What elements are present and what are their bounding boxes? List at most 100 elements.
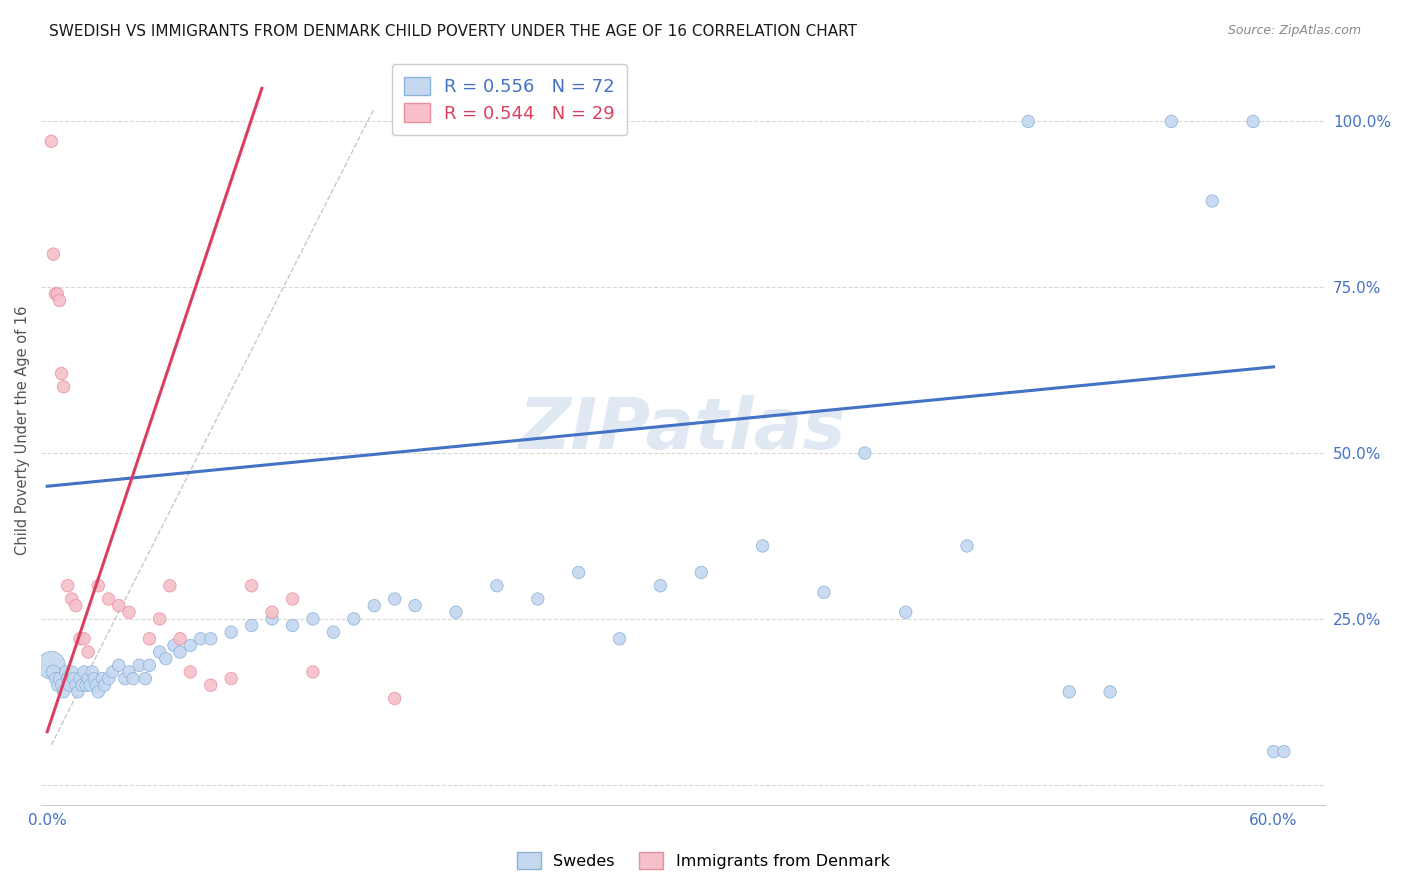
Point — [363, 599, 385, 613]
Point — [219, 672, 242, 686]
Point — [1017, 114, 1039, 128]
Point — [69, 632, 91, 646]
Point — [322, 625, 344, 640]
Point — [159, 579, 181, 593]
Point — [56, 672, 79, 686]
Point — [485, 579, 508, 593]
Point — [138, 632, 160, 646]
Point — [59, 678, 82, 692]
Point — [79, 678, 101, 692]
Point — [169, 632, 191, 646]
Point — [73, 632, 96, 646]
Text: SWEDISH VS IMMIGRANTS FROM DENMARK CHILD POVERTY UNDER THE AGE OF 16 CORRELATION: SWEDISH VS IMMIGRANTS FROM DENMARK CHILD… — [49, 24, 858, 39]
Point — [114, 672, 136, 686]
Point — [97, 672, 120, 686]
Point — [51, 678, 73, 692]
Point — [42, 665, 65, 679]
Point — [200, 632, 222, 646]
Point — [69, 672, 91, 686]
Point — [75, 678, 97, 692]
Point — [262, 605, 284, 619]
Point — [240, 579, 263, 593]
Point — [65, 599, 87, 613]
Point — [118, 665, 141, 679]
Point — [179, 665, 201, 679]
Point — [44, 286, 66, 301]
Point — [404, 599, 426, 613]
Point — [55, 665, 77, 679]
Y-axis label: Child Poverty Under the Age of 16: Child Poverty Under the Age of 16 — [15, 305, 30, 555]
Point — [384, 691, 406, 706]
Point — [169, 645, 191, 659]
Point — [219, 625, 242, 640]
Point — [853, 446, 876, 460]
Point — [101, 665, 124, 679]
Point — [568, 566, 591, 580]
Point — [609, 632, 631, 646]
Point — [60, 665, 83, 679]
Point — [73, 665, 96, 679]
Point — [1263, 745, 1285, 759]
Point — [107, 658, 129, 673]
Point — [41, 134, 63, 148]
Point — [190, 632, 212, 646]
Point — [281, 592, 304, 607]
Legend: Swedes, Immigrants from Denmark: Swedes, Immigrants from Denmark — [510, 846, 896, 875]
Point — [302, 665, 325, 679]
Point — [751, 539, 773, 553]
Point — [107, 599, 129, 613]
Point — [1160, 114, 1182, 128]
Point — [93, 678, 115, 692]
Point — [200, 678, 222, 692]
Point — [41, 658, 63, 673]
Point — [77, 645, 100, 659]
Point — [526, 592, 548, 607]
Point — [179, 639, 201, 653]
Point — [128, 658, 150, 673]
Point — [97, 592, 120, 607]
Point — [91, 672, 114, 686]
Point — [84, 678, 107, 692]
Point — [1201, 194, 1223, 208]
Point — [813, 585, 835, 599]
Point — [163, 639, 186, 653]
Point — [1057, 685, 1080, 699]
Point — [52, 685, 75, 699]
Point — [48, 672, 70, 686]
Text: ZIPatlas: ZIPatlas — [519, 395, 846, 465]
Point — [83, 672, 105, 686]
Point — [690, 566, 713, 580]
Point — [87, 685, 110, 699]
Point — [894, 605, 917, 619]
Point — [262, 612, 284, 626]
Point — [42, 247, 65, 261]
Point — [70, 678, 93, 692]
Point — [44, 672, 66, 686]
Point — [60, 592, 83, 607]
Point — [65, 678, 87, 692]
Point — [66, 685, 89, 699]
Point — [149, 645, 172, 659]
Point — [62, 672, 84, 686]
Point — [1099, 685, 1122, 699]
Point — [52, 380, 75, 394]
Point — [302, 612, 325, 626]
Point — [122, 672, 145, 686]
Point — [1272, 745, 1295, 759]
Point — [51, 367, 73, 381]
Point — [1241, 114, 1264, 128]
Point — [87, 579, 110, 593]
Point — [281, 618, 304, 632]
Point — [240, 618, 263, 632]
Point — [56, 579, 79, 593]
Point — [956, 539, 979, 553]
Legend: R = 0.556   N = 72, R = 0.544   N = 29: R = 0.556 N = 72, R = 0.544 N = 29 — [392, 64, 627, 136]
Point — [138, 658, 160, 673]
Point — [134, 672, 156, 686]
Text: Source: ZipAtlas.com: Source: ZipAtlas.com — [1227, 24, 1361, 37]
Point — [343, 612, 366, 626]
Point — [46, 678, 69, 692]
Point — [82, 665, 104, 679]
Point — [650, 579, 672, 593]
Point — [155, 651, 177, 665]
